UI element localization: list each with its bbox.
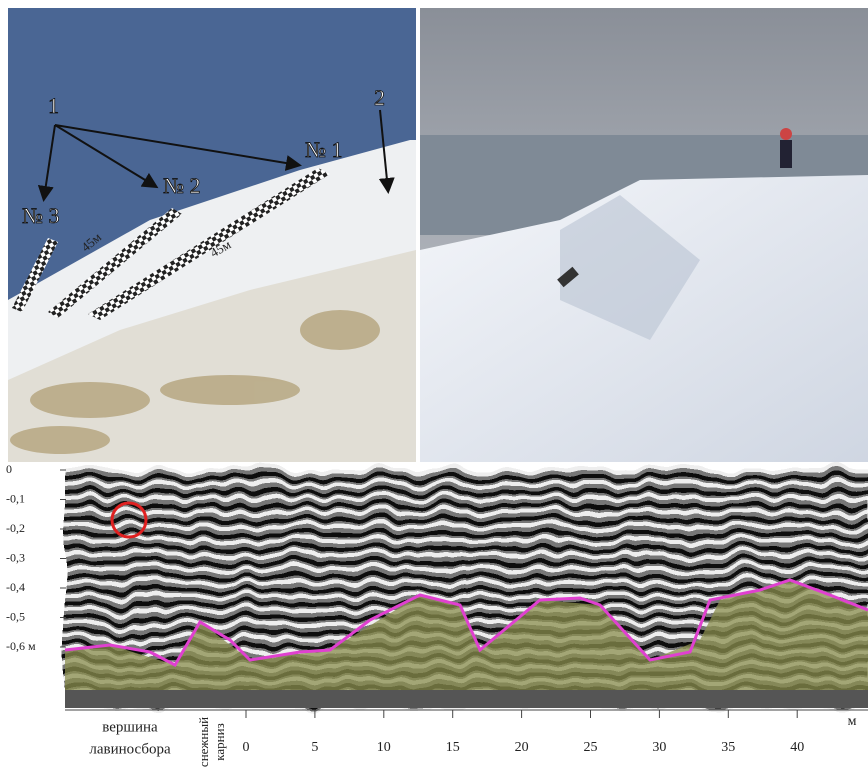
- x-tick-label: 35: [721, 740, 735, 755]
- x-tick-label: 15: [446, 740, 460, 755]
- annotation: вершина: [102, 719, 158, 735]
- annotation: снежный: [196, 717, 211, 767]
- label: № 3: [22, 203, 60, 228]
- radargram: [65, 468, 868, 710]
- x-tick-label: 20: [515, 740, 529, 755]
- x-unit: м: [848, 714, 857, 729]
- y-tick-label: -0,1: [6, 491, 25, 505]
- y-tick-label: -0,3: [6, 550, 25, 564]
- y-tick-label: -0,5: [6, 609, 25, 623]
- label: № 1: [305, 137, 343, 162]
- y-tick-label: 0: [6, 462, 12, 476]
- y-tick-label: -0,6 м: [6, 639, 36, 653]
- annotation: лавиносбора: [89, 741, 171, 757]
- x-tick-label: 0: [243, 740, 250, 755]
- figure: 1 2 № 1 № 2 № 3 45м 45м 0 -0,1 -0,2 -0,3 -0,…: [0, 0, 868, 773]
- label: 2: [374, 85, 385, 110]
- x-tick-label: 25: [584, 740, 598, 755]
- x-tick-label: 30: [652, 740, 666, 755]
- y-tick-label: -0,2: [6, 521, 25, 535]
- y-tick-label: -0,4: [6, 580, 25, 594]
- x-tick-label: 5: [311, 740, 318, 755]
- x-tick-label: 10: [377, 740, 391, 755]
- photo-right: [420, 8, 868, 462]
- label: № 2: [163, 173, 201, 198]
- photo-left: 1 2 № 1 № 2 № 3 45м 45м: [8, 8, 416, 462]
- label: 1: [48, 93, 59, 118]
- annotation: карниз: [212, 723, 227, 760]
- x-tick-label: 40: [790, 740, 804, 755]
